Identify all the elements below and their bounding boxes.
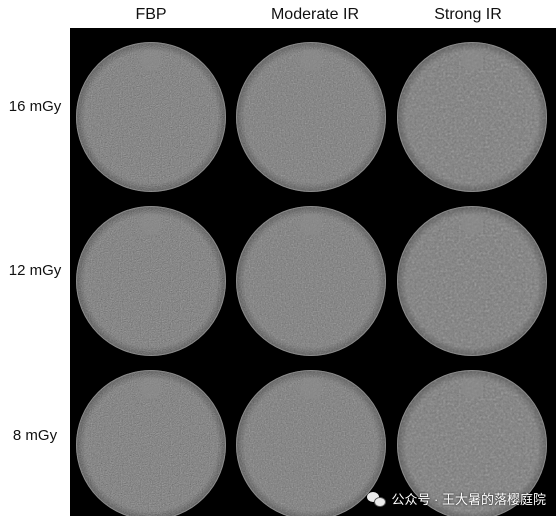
wechat-icon [367,491,387,507]
phantom-r2-c2 [236,206,386,356]
ct-phantom-svg [76,42,547,516]
column-label-moderate-ir: Moderate IR [270,6,360,23]
column-label-strong-ir: Strong IR [434,6,502,23]
row-label-12-mgy: 12 mGy [8,262,62,279]
phantom-r2-c3 [397,206,547,356]
phantom-r1-c1 [76,42,226,192]
phantom-r1-c3 [397,42,547,192]
phantom-r3-c3 [397,370,547,516]
phantom-r3-c1 [76,370,226,516]
watermark-text: 公众号 · 王大暑的落樱庭院 [391,492,546,507]
watermark: 公众号 · 王大暑的落樱庭院 [367,489,546,508]
phantom-r1-c2 [236,42,386,192]
row-label-16-mgy: 16 mGy [8,98,62,115]
ct-image-grid: 公众号 · 王大暑的落樱庭院 [70,28,556,516]
phantom-r2-c1 [76,206,226,356]
row-label-8-mgy: 8 mGy [12,427,58,444]
column-label-fbp: FBP [135,6,167,23]
phantom-r3-c2 [236,370,386,516]
